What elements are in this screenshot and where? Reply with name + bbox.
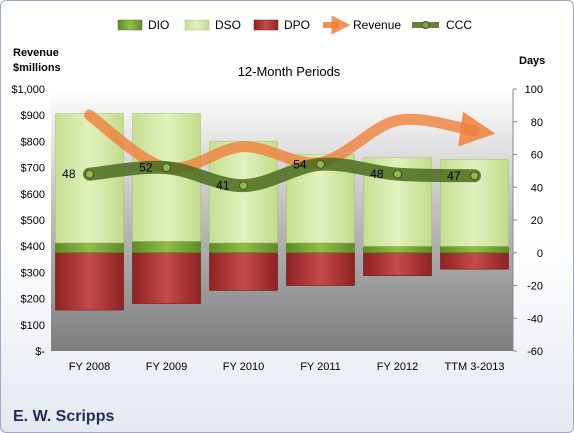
- bar-dpo: [440, 252, 509, 270]
- legend-label-dpo: DPO: [284, 18, 310, 32]
- left-tick-label: $200: [21, 294, 45, 306]
- legend-swatch-dso: [184, 19, 210, 31]
- plot-area: [51, 89, 513, 351]
- ccc-point: [162, 163, 171, 173]
- left-tick-label: $400: [21, 241, 45, 253]
- x-tick-label: FY 2011: [300, 361, 341, 373]
- left-tick-label: $600: [21, 189, 45, 201]
- line-series: [83, 109, 496, 193]
- left-tick-label: $1,000: [11, 84, 45, 96]
- ccc-data-label: 47: [447, 169, 461, 183]
- bar-dpo: [209, 252, 278, 291]
- left-axis-ticks: $- $100 $200 $300 $400 $500 $600 $700 $800 $900 $1…: [11, 84, 45, 358]
- legend-label-dio: DIO: [148, 18, 169, 32]
- x-tick-label: TTM 3-2013: [445, 361, 505, 373]
- right-axis-ticks: -60 -40 -20 0 20 40 60 80 100: [512, 84, 543, 358]
- ccc-point: [393, 169, 402, 179]
- right-tick-label: 40: [531, 182, 543, 194]
- right-tick-label: 100: [525, 84, 543, 96]
- right-tick-label: -40: [527, 313, 543, 325]
- ccc-point: [239, 181, 248, 191]
- x-tick-label: FY 2010: [223, 361, 264, 373]
- right-tick-label: 80: [531, 117, 543, 129]
- right-tick-label: -60: [527, 346, 543, 358]
- bar-dpo: [132, 252, 201, 304]
- legend-swatch-dio: [117, 19, 143, 31]
- x-tick-label: FY 2012: [377, 361, 418, 373]
- bar-dpo: [286, 252, 355, 286]
- chart-title: 12-Month Periods: [238, 64, 341, 79]
- ccc-data-label: 41: [216, 179, 230, 193]
- legend: DIO DSO DPO Revenue CCC: [117, 15, 472, 35]
- left-axis-title-line1: Revenue: [13, 47, 59, 59]
- x-tick-label: FY 2009: [146, 361, 187, 373]
- data-labels: 48 52 41 54 48 47: [62, 157, 461, 192]
- bar-dio: [363, 245, 432, 254]
- left-tick-label: $300: [21, 267, 45, 279]
- x-axis-ticks: FY 2008 FY 2009 FY 2010 FY 2011 FY 2012 TTM 3…: [69, 361, 505, 373]
- legend-label-ccc: CCC: [446, 18, 472, 32]
- ccc-data-label: 48: [62, 167, 76, 181]
- left-tick-label: $-: [35, 346, 45, 358]
- right-tick-label: -20: [527, 281, 543, 293]
- ccc-point: [316, 159, 325, 169]
- bar-dio: [209, 242, 278, 254]
- left-tick-label: $700: [21, 163, 45, 175]
- ccc-data-label: 48: [370, 167, 384, 181]
- right-tick-label: 0: [537, 248, 543, 260]
- ccc-data-label: 54: [293, 157, 307, 171]
- ccc-line: [83, 157, 481, 193]
- bar-dpo: [363, 252, 432, 276]
- left-tick-label: $900: [21, 110, 45, 122]
- right-tick-label: 20: [531, 215, 543, 227]
- right-axis-title: Days: [519, 55, 545, 67]
- legend-marker-ccc: [421, 21, 430, 29]
- ccc-point: [85, 169, 94, 179]
- bar-dpo: [55, 252, 124, 311]
- bar-dio: [286, 242, 355, 254]
- left-tick-label: $800: [21, 136, 45, 148]
- bar-dio: [55, 242, 124, 254]
- legend-label-revenue: Revenue: [353, 18, 401, 32]
- legend-label-dso: DSO: [215, 18, 241, 32]
- ccc-point: [470, 171, 479, 181]
- legend-swatch-dpo: [253, 19, 279, 31]
- x-tick-label: FY 2008: [69, 361, 110, 373]
- left-tick-label: $100: [21, 320, 45, 332]
- left-tick-label: $500: [21, 215, 45, 227]
- company-name: E. W. Scripps: [13, 408, 114, 425]
- bar-dio: [440, 245, 509, 254]
- right-tick-label: 60: [531, 150, 543, 162]
- bar-dio: [132, 240, 201, 254]
- ccc-data-label: 52: [139, 161, 153, 175]
- left-axis-title-line2: $millions: [13, 62, 61, 74]
